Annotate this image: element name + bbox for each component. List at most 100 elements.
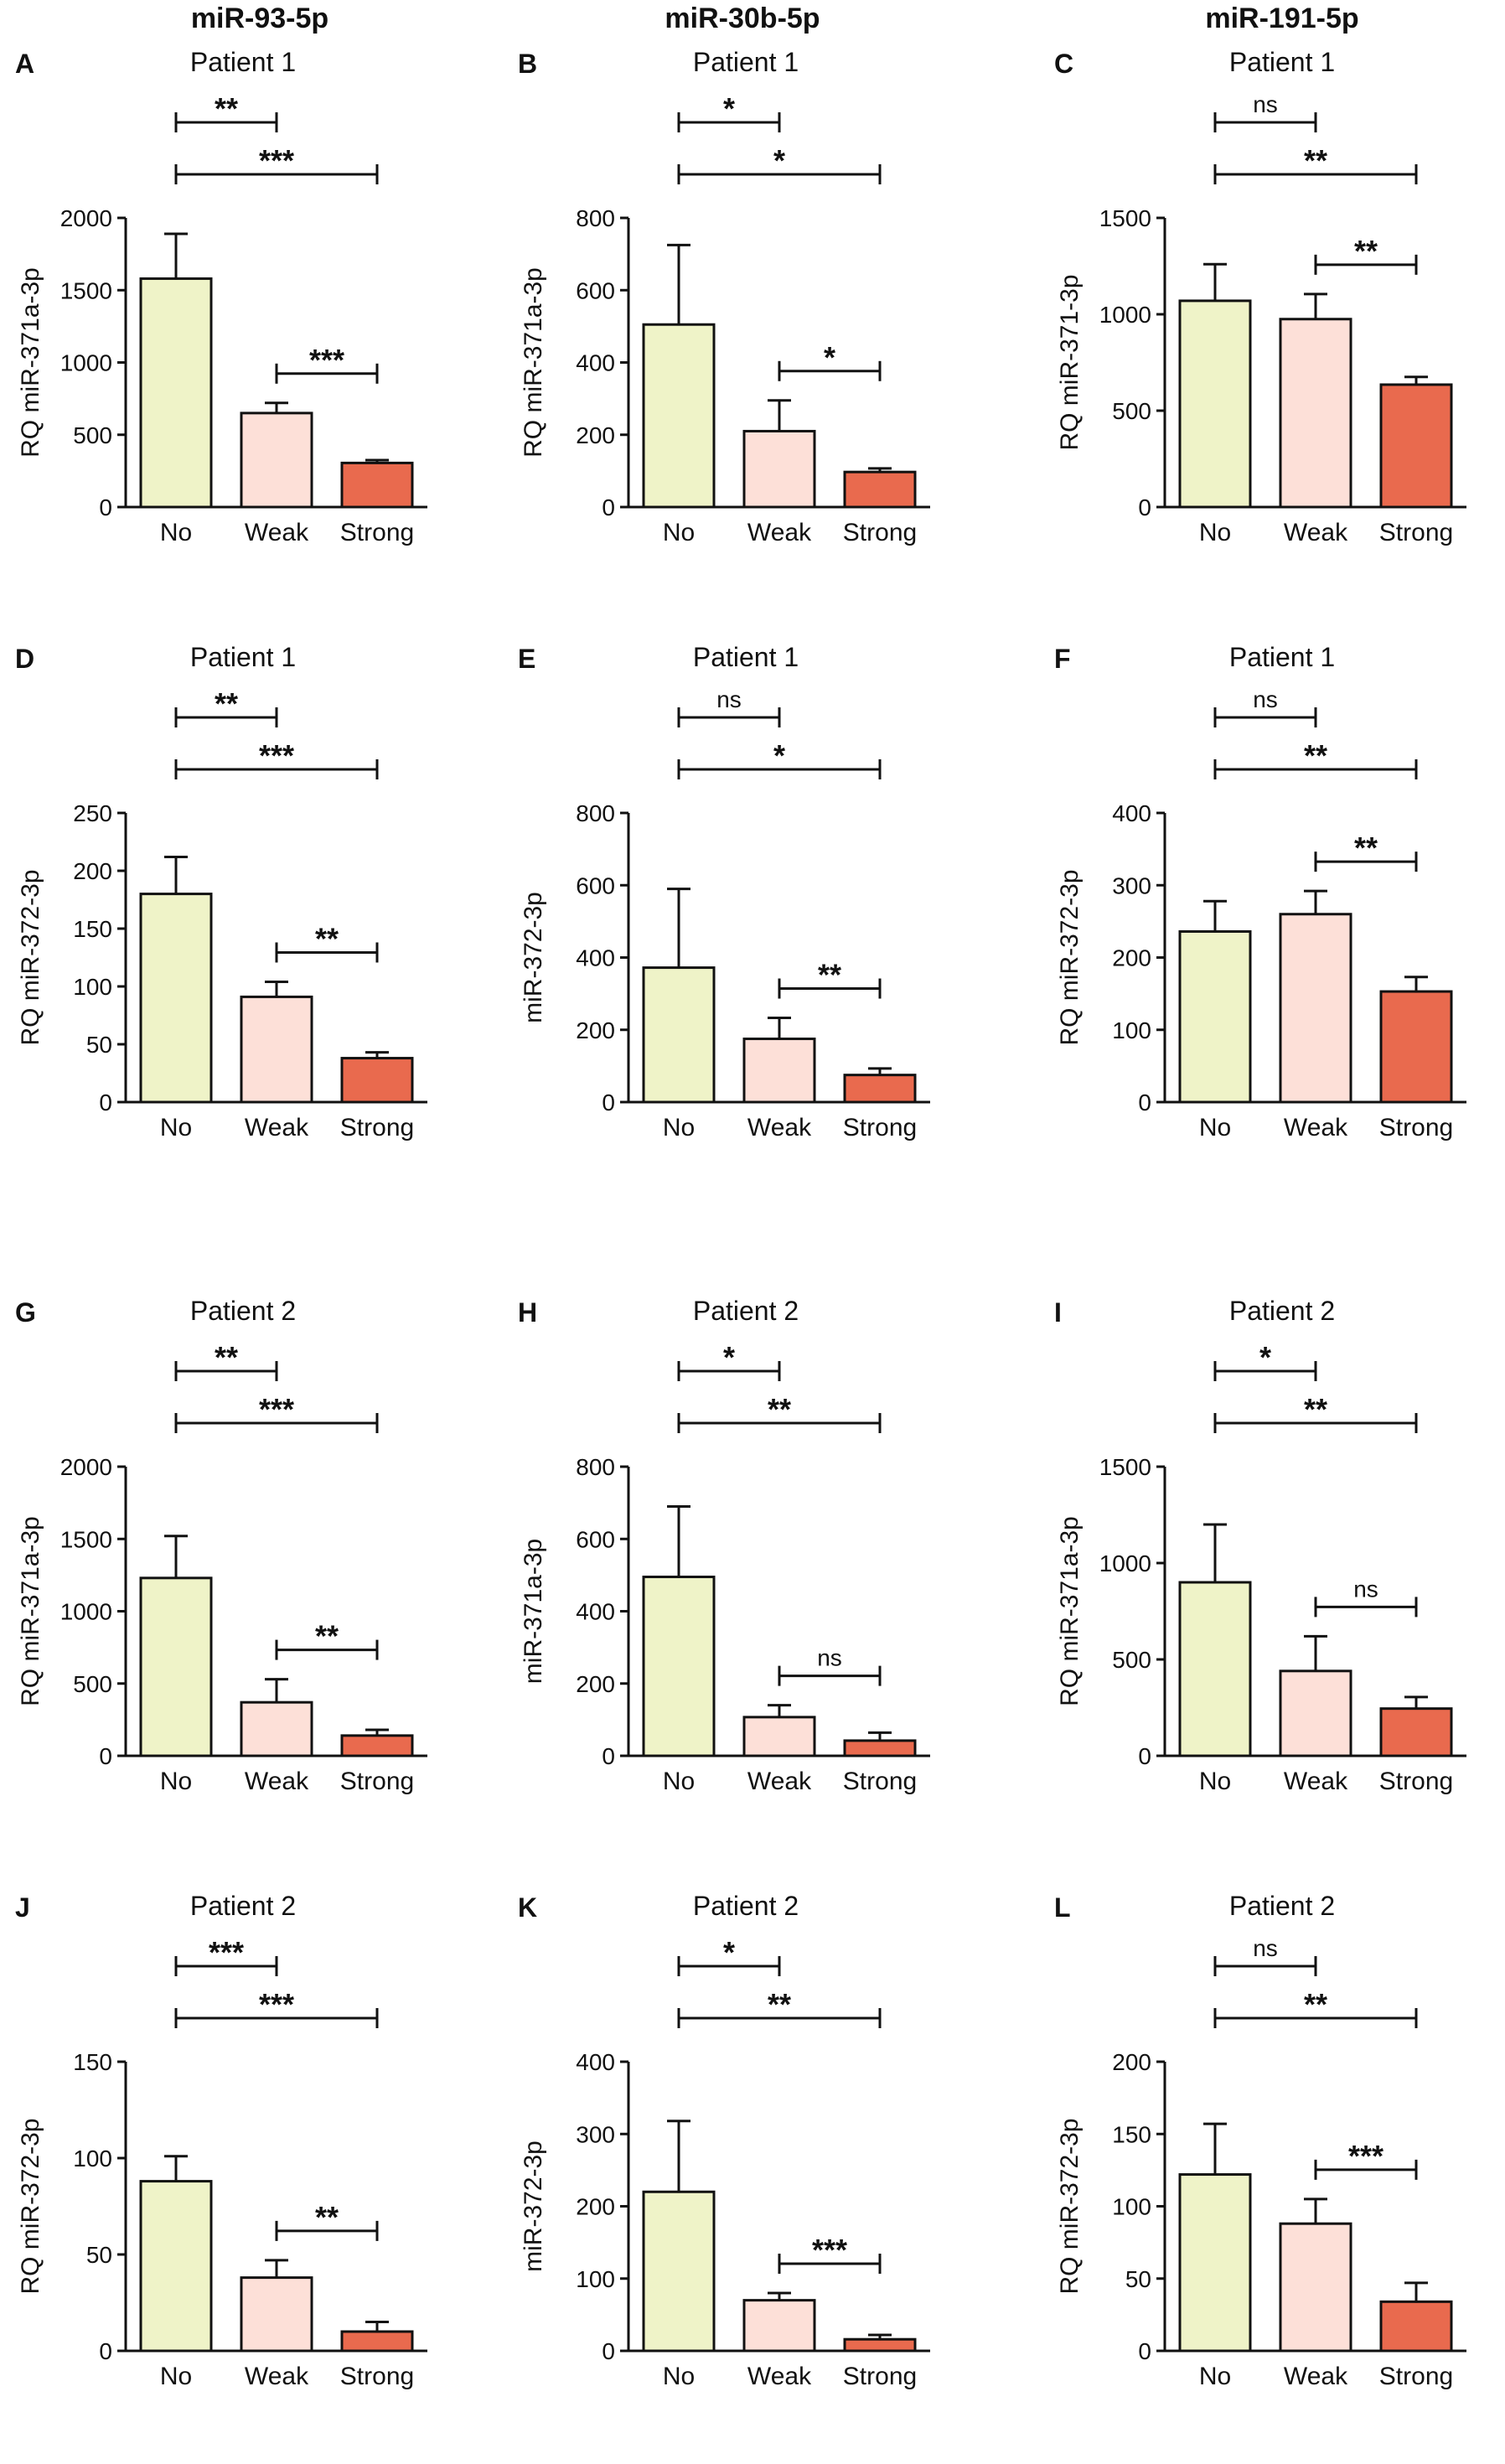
y-tick-label: 1000 — [1099, 1550, 1151, 1576]
significance-label: ns — [1353, 1576, 1378, 1602]
bar-no — [1178, 1581, 1252, 1757]
y-tick-label: 1500 — [1099, 205, 1151, 231]
significance-label: * — [723, 1340, 735, 1374]
y-tick-label: 250 — [73, 800, 112, 826]
chart-panel-i: I Patient 2 No Weak Strong 0 500 1000 1500 RQ miR… — [1039, 1291, 1505, 1869]
x-tick-label-no: No — [160, 2363, 192, 2390]
panel-letter: G — [15, 1297, 36, 1328]
bar-weak — [742, 429, 816, 509]
y-tick-label: 100 — [1112, 1017, 1151, 1043]
y-tick-label: 0 — [1138, 494, 1151, 520]
y-tick-label: 800 — [576, 1454, 615, 1480]
bar-no — [642, 966, 716, 1104]
bar-weak — [742, 1038, 816, 1104]
x-tick-label-strong: Strong — [843, 519, 917, 546]
x-tick-label-strong: Strong — [1379, 1114, 1453, 1141]
y-tick-label: 300 — [1112, 872, 1151, 898]
x-tick-label-weak: Weak — [1284, 2363, 1348, 2390]
y-tick-label: 0 — [1138, 2338, 1151, 2364]
bar-no — [139, 2180, 213, 2353]
significance-label: ns — [817, 1645, 842, 1671]
y-tick-label: 50 — [1125, 2266, 1151, 2292]
panel-title: Patient 1 — [692, 47, 799, 77]
y-tick-label: 0 — [602, 2338, 615, 2364]
significance-label: ** — [215, 1340, 238, 1374]
bar-chart: No Weak Strong0100200300400miR-372-3p*****… — [520, 1935, 930, 2390]
y-tick-label: 200 — [576, 2194, 615, 2220]
y-tick-label: 150 — [73, 916, 112, 942]
x-tick-label-strong: Strong — [843, 1114, 917, 1141]
y-tick-label: 1500 — [60, 1526, 112, 1552]
x-tick-label-strong: Strong — [1379, 519, 1453, 546]
bar-strong — [340, 1057, 414, 1104]
bar-chart: No Weak Strong 0 100 200 300 400 RQ miR-372-3p ns… — [1056, 686, 1466, 1141]
y-tick-label: 0 — [99, 2338, 112, 2364]
y-tick-label: 0 — [602, 1090, 615, 1116]
y-axis-label: RQ miR-372-3p — [17, 2118, 44, 2294]
y-tick-label: 500 — [73, 422, 112, 448]
panel-letter: A — [15, 49, 35, 79]
panel-title: Patient 2 — [189, 1296, 297, 1326]
y-tick-label: 1000 — [60, 1599, 112, 1625]
y-tick-label: 400 — [1112, 800, 1151, 826]
y-tick-label: 200 — [1112, 945, 1151, 971]
panel-title: Patient 2 — [1228, 1891, 1336, 1921]
y-axis-label: miR-371a-3p — [520, 1539, 547, 1684]
significance-label: ns — [716, 686, 742, 712]
significance-label: ** — [315, 921, 339, 955]
significance-label: * — [773, 738, 785, 773]
x-tick-label-no: No — [663, 2363, 695, 2390]
panel-title: Patient 1 — [692, 642, 799, 672]
x-tick-label-no: No — [1199, 1768, 1231, 1795]
y-tick-label: 2000 — [60, 1454, 112, 1480]
y-axis-label: RQ miR-371a-3p — [520, 267, 547, 458]
y-tick-label: 400 — [576, 2049, 615, 2075]
bar-no — [642, 1576, 716, 1757]
significance-label: * — [723, 91, 735, 126]
y-tick-label: 500 — [1112, 1647, 1151, 1673]
panel-title: Patient 2 — [692, 1891, 799, 1921]
x-tick-label-no: No — [663, 1114, 695, 1141]
panel-letter: K — [518, 1892, 538, 1923]
bar-chart: No Weak Strong 0 500 1000 1500 RQ miR-371-3p ns *… — [1056, 91, 1466, 546]
y-tick-label: 0 — [602, 494, 615, 520]
significance-label: ** — [1304, 738, 1327, 773]
y-tick-label: 0 — [99, 494, 112, 520]
bar-chart: No Weak Strong0200400600800miR-371a-3p***n… — [520, 1340, 930, 1795]
significance-label: ** — [768, 1987, 791, 2021]
panel-letter: I — [1054, 1297, 1062, 1328]
significance-label: *** — [209, 1935, 244, 1970]
significance-label: * — [1259, 1340, 1271, 1374]
bar-weak — [240, 2276, 313, 2353]
bar-chart: No Weak Strong 0 50 100 150 200 250 RQ miR-372-3p… — [17, 686, 427, 1141]
panel-letter: H — [518, 1297, 538, 1328]
x-tick-label-weak: Weak — [1284, 519, 1348, 546]
x-tick-label-strong: Strong — [1379, 1768, 1453, 1795]
y-tick-label: 600 — [576, 872, 615, 898]
bar-weak — [742, 1716, 816, 1757]
bar-weak — [240, 995, 313, 1104]
y-tick-label: 200 — [576, 1017, 615, 1043]
bar-strong — [843, 470, 917, 509]
panel-title: Patient 1 — [1228, 642, 1336, 672]
x-tick-label-no: No — [663, 1768, 695, 1795]
chart-panel-g: G Patient 2 No Weak Strong 0 500 1000 1500 2000 RQ… — [0, 1291, 486, 1869]
x-tick-label-no: No — [160, 519, 192, 546]
significance-label: ns — [1253, 91, 1278, 117]
significance-label: ** — [1354, 831, 1378, 865]
x-tick-label-no: No — [160, 1768, 192, 1795]
panel-title: Patient 2 — [692, 1296, 799, 1326]
chart-panel-e: E Patient 1 No Weak Strong 0 200 400 600 800 miR-3… — [503, 637, 989, 1215]
bar-strong — [1379, 1707, 1453, 1757]
bar-weak — [742, 2299, 816, 2353]
y-tick-label: 0 — [99, 1090, 112, 1116]
x-tick-label-no: No — [1199, 519, 1231, 546]
y-tick-label: 0 — [602, 1743, 615, 1769]
bar-chart: No Weak Strong 0 200 400 600 800 RQ miR-371a-3p *… — [520, 91, 930, 546]
y-tick-label: 800 — [576, 800, 615, 826]
y-tick-label: 50 — [86, 2242, 112, 2268]
y-axis-label: RQ miR-372-3p — [17, 869, 44, 1045]
y-tick-label: 100 — [73, 2146, 112, 2172]
bar-no — [642, 2190, 716, 2353]
